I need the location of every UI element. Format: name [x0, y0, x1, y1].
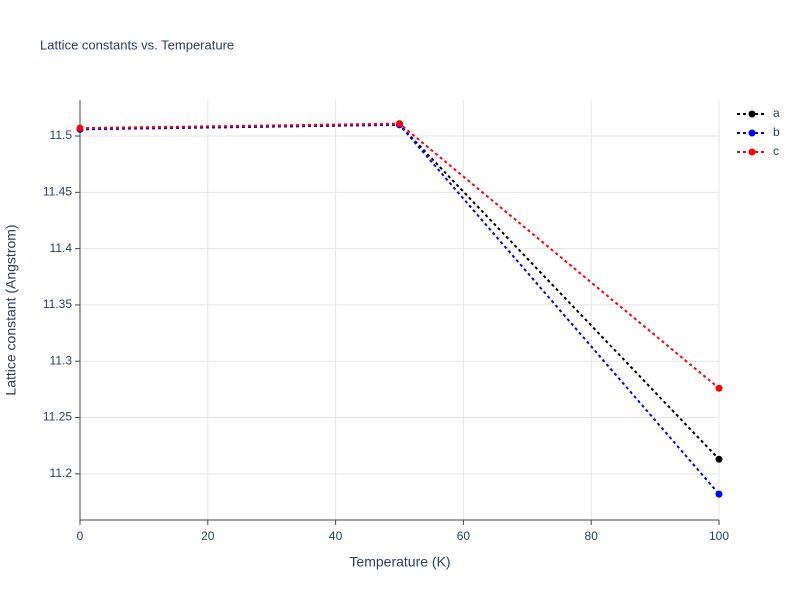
x-tick-label: 60: [457, 529, 471, 543]
y-tick-label: 11.4: [50, 241, 73, 255]
x-tick-label: 80: [585, 529, 599, 543]
legend-marker: [748, 148, 756, 156]
legend-marker: [748, 110, 756, 118]
legend-label: b: [773, 125, 780, 139]
data-point: [76, 124, 84, 132]
y-tick-label: 11.45: [43, 185, 72, 199]
data-point: [715, 490, 723, 498]
chart-title: Lattice constants vs. Temperature: [40, 37, 234, 52]
y-tick-label: 11.35: [43, 297, 72, 311]
legend-marker: [748, 129, 756, 137]
data-point: [715, 384, 723, 392]
legend-label: a: [773, 106, 780, 120]
y-tick-label: 11.5: [50, 128, 73, 142]
y-tick-label: 11.3: [50, 353, 73, 367]
y-tick-label: 11.25: [43, 410, 72, 424]
data-point: [396, 120, 403, 128]
x-axis-title: Temperature (K): [349, 554, 450, 570]
x-tick-label: 0: [77, 529, 84, 543]
y-axis-title: Lattice constant (Angstrom): [3, 224, 19, 395]
x-tick-label: 20: [201, 529, 215, 543]
x-tick-label: 40: [329, 529, 343, 543]
data-point: [715, 455, 723, 463]
legend-label: c: [773, 144, 779, 158]
y-tick-label: 11.2: [50, 466, 73, 480]
x-tick-label: 100: [709, 529, 729, 543]
